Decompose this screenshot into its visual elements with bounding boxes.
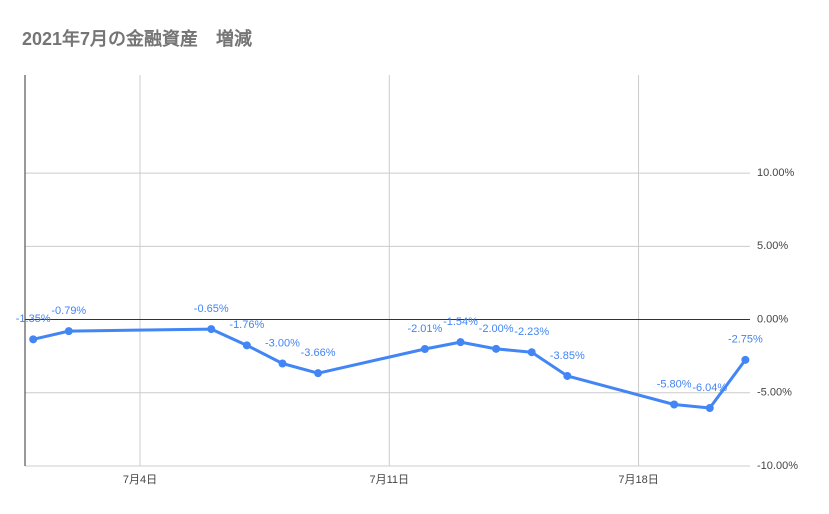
point <box>670 400 679 409</box>
y-tick-label: 5.00% <box>757 240 788 252</box>
data-label: -3.00% <box>265 337 300 349</box>
data-label: -2.01% <box>407 323 442 335</box>
point <box>64 327 73 336</box>
y-tick-label: 10.00% <box>757 167 795 179</box>
data-label: -3.85% <box>550 350 585 362</box>
data-label: -1.35% <box>16 313 51 325</box>
x-tick-label: 7月4日 <box>123 474 157 486</box>
y-tick-label: -10.00% <box>757 460 798 472</box>
point <box>705 404 714 413</box>
point <box>242 341 251 350</box>
data-label: -3.66% <box>301 347 336 359</box>
x-tick-label: 7月18日 <box>618 474 658 486</box>
y-tick-label: -5.00% <box>757 387 792 399</box>
point <box>314 369 323 378</box>
point <box>741 355 750 364</box>
data-label: -2.75% <box>728 334 763 346</box>
point <box>207 325 216 334</box>
data-label: -1.54% <box>443 316 478 328</box>
point <box>420 344 429 353</box>
data-label: -6.04% <box>692 382 727 394</box>
line <box>32 327 747 410</box>
data-label: -2.00% <box>479 323 514 335</box>
point <box>527 348 536 357</box>
data-label: -0.65% <box>194 303 229 315</box>
chart-title: 2021年7月の金融資産 増減 <box>22 28 252 49</box>
data-label: -5.80% <box>657 378 692 390</box>
point <box>563 371 572 380</box>
data-label: -2.23% <box>514 326 549 338</box>
point <box>456 338 465 347</box>
x-tick-label: 7月11日 <box>370 474 410 486</box>
point <box>29 335 38 344</box>
y-tick-label: 0.00% <box>757 313 788 325</box>
point <box>492 344 501 353</box>
point <box>278 359 287 368</box>
data-label: -1.76% <box>229 319 264 331</box>
data-label: -0.79% <box>51 305 86 317</box>
